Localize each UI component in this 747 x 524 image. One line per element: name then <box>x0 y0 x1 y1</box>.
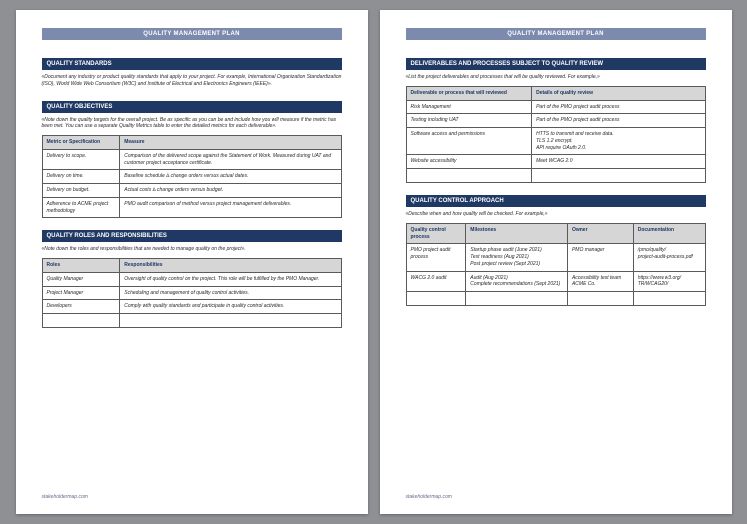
page-title: QUALITY MANAGEMENT PLAN <box>42 28 342 40</box>
table-row: DevelopersComply with quality standards … <box>42 300 341 314</box>
th-process: Quality control process <box>406 223 466 244</box>
th-measure: Measure <box>120 136 341 150</box>
table-row <box>406 292 705 306</box>
objectives-instructions: «Note down the quality targets for the o… <box>42 117 342 131</box>
table-row: Testing including UATPart of the PMO pro… <box>406 114 705 128</box>
th-responsibilities: Responsibilities <box>120 259 341 273</box>
table-row: Adherence to ACME project methodologyPMO… <box>42 197 341 218</box>
section-heading-objectives: QUALITY OBJECTIVES <box>42 101 342 113</box>
table-row: Software access and permissionsHTTS to t… <box>406 128 705 155</box>
th-metric: Metric or Specification <box>42 136 120 150</box>
document-page-1: QUALITY MANAGEMENT PLAN QUALITY STANDARD… <box>16 10 368 514</box>
section-heading-control: QUALITY CONTROL APPROACH <box>406 195 706 207</box>
control-table: Quality control process Milestones Owner… <box>406 223 706 306</box>
page-footer: stakeholdermap.com <box>406 494 706 500</box>
document-page-2: QUALITY MANAGEMENT PLAN DELIVERABLES AND… <box>380 10 732 514</box>
th-details: Details of quality review <box>532 86 705 100</box>
table-row <box>42 314 341 328</box>
section-heading-deliverables: DELIVERABLES AND PROCESSES SUBJECT TO QU… <box>406 58 706 70</box>
table-row: Quality ManagerOversight of quality cont… <box>42 272 341 286</box>
table-header-row: Quality control process Milestones Owner… <box>406 223 705 244</box>
table-header-row: Roles Responsibilities <box>42 259 341 273</box>
page-title: QUALITY MANAGEMENT PLAN <box>406 28 706 40</box>
standards-instructions: «Document any industry or product qualit… <box>42 74 342 88</box>
table-header-row: Metric or Specification Measure <box>42 136 341 150</box>
table-row: Delivery to scope.Comparison of the deli… <box>42 149 341 170</box>
section-heading-standards: QUALITY STANDARDS <box>42 58 342 70</box>
th-roles: Roles <box>42 259 120 273</box>
roles-table: Roles Responsibilities Quality ManagerOv… <box>42 258 342 328</box>
table-row: Delivery on budget.Actual costs ∆ change… <box>42 184 341 198</box>
th-owner: Owner <box>567 223 633 244</box>
control-instructions: «Describe when and how quality will be c… <box>406 211 706 218</box>
table-row: Risk ManagementPart of the PMO project a… <box>406 100 705 114</box>
table-row: Project ManagerScheduling and management… <box>42 286 341 300</box>
objectives-table: Metric or Specification Measure Delivery… <box>42 135 342 218</box>
page-footer: stakeholdermap.com <box>42 494 342 500</box>
section-heading-roles: QUALITY ROLES AND RESPONSIBILITIES <box>42 230 342 242</box>
table-header-row: Deliverable or process that will reviewe… <box>406 86 705 100</box>
th-documentation: Documentation <box>633 223 705 244</box>
table-row: Delivery on time.Baseline schedule ∆ cha… <box>42 170 341 184</box>
deliverables-table: Deliverable or process that will reviewe… <box>406 86 706 183</box>
roles-instructions: «Note down the roles and responsibilitie… <box>42 246 342 253</box>
th-deliverable: Deliverable or process that will reviewe… <box>406 86 532 100</box>
table-row: PMO project audit process Startup phase … <box>406 244 705 271</box>
deliverables-instructions: «List the project deliverables and proce… <box>406 74 706 81</box>
table-row: WACG 2.0 audit Audit (Aug 2021) Complete… <box>406 271 705 292</box>
table-row: Website accessibilityMeet WCAG 2.0 <box>406 155 705 169</box>
table-row <box>406 169 705 183</box>
th-milestones: Milestones <box>466 223 568 244</box>
